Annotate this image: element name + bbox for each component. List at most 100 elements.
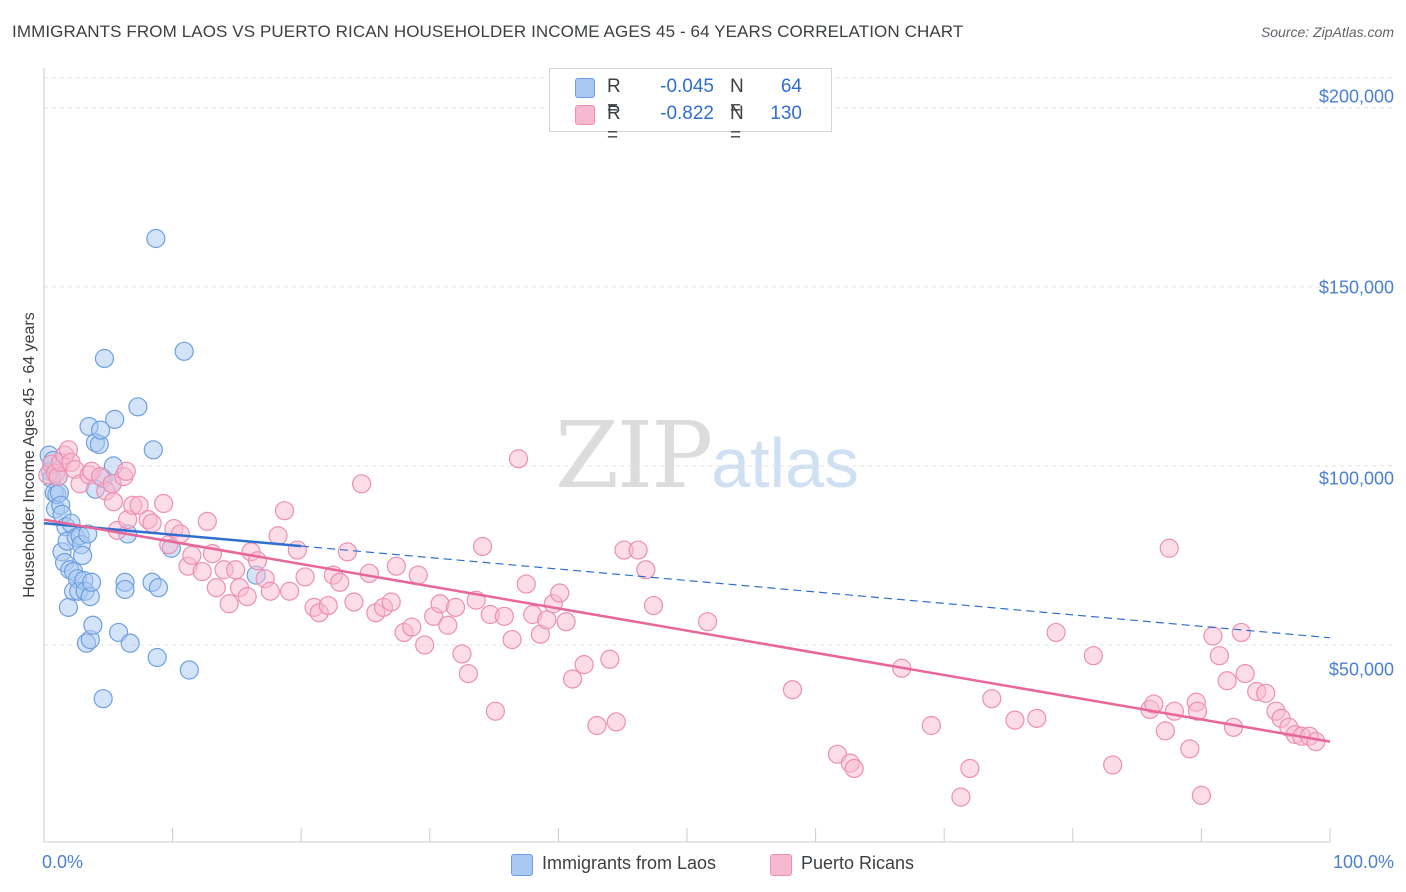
puerto-rican-point	[1180, 739, 1200, 759]
puerto-rican-point	[1187, 701, 1208, 721]
laos-point	[90, 420, 111, 440]
puerto-rican-point	[274, 501, 295, 521]
puerto-rican-point	[606, 712, 626, 732]
puerto-rican-point	[556, 612, 576, 632]
puerto-rican-point	[982, 689, 1002, 709]
laos-point	[146, 228, 166, 249]
puerto-rican-point	[330, 572, 350, 592]
y-tick-50000: $50,000	[1328, 659, 1394, 680]
puerto-rican-point	[1005, 710, 1025, 730]
n-label: N =	[730, 76, 744, 119]
n-label: N =	[730, 103, 744, 146]
puerto-rican-point	[318, 595, 338, 616]
laos-point	[93, 689, 113, 709]
puerto-rican-point	[415, 635, 435, 655]
puerto-rican-point	[1256, 683, 1276, 703]
puerto-rican-point	[1164, 701, 1184, 721]
puerto-rican-point	[1144, 694, 1164, 714]
puerto-rican-point	[494, 606, 514, 626]
watermark: ZIPatlas	[555, 402, 859, 509]
y-tick-100000: $100,000	[1318, 468, 1394, 489]
puerto-rican-point	[1159, 538, 1179, 558]
puerto-rican-point	[402, 617, 422, 637]
laos-point	[179, 660, 199, 680]
puerto-rican-point	[921, 715, 941, 736]
puerto-rican-point	[1191, 785, 1212, 805]
stats-box: R = -0.045 N = 64 R = -0.822 N = 130	[549, 68, 832, 146]
puerto-rican-point	[386, 556, 406, 576]
puerto-rican-point	[485, 701, 505, 721]
puerto-rican-point	[182, 545, 202, 566]
series-puerto-ricans	[38, 440, 1326, 807]
puerto-rican-point	[116, 461, 136, 481]
puerto-rican-point	[782, 680, 803, 700]
series-laos	[39, 228, 266, 709]
r-value: -0.045	[660, 76, 714, 97]
puerto-rican-point	[574, 655, 594, 675]
puerto-rican-point	[287, 540, 307, 560]
puerto-rican-point	[600, 649, 620, 669]
puerto-rican-point	[438, 615, 458, 635]
puerto-rican-point	[550, 583, 570, 603]
laos-point	[128, 397, 148, 417]
puerto-rican-point	[219, 594, 239, 614]
laos-point	[147, 647, 167, 668]
puerto-rican-point	[636, 560, 656, 580]
puerto-rican-point	[951, 787, 971, 807]
laos-point	[105, 409, 125, 429]
puerto-rican-point	[472, 536, 493, 557]
puerto-rican-point	[1235, 663, 1255, 684]
puerto-rican-point	[1027, 708, 1047, 728]
laos-point	[115, 579, 135, 600]
puerto-rican-point	[359, 563, 379, 583]
puerto-rican-point	[1217, 671, 1237, 691]
laos-point	[148, 578, 169, 598]
puerto-rican-point	[1306, 732, 1326, 752]
puerto-rican-point	[206, 578, 226, 598]
puerto-rican-point	[103, 492, 124, 512]
chart-title: IMMIGRANTS FROM LAOS VS PUERTO RICAN HOU…	[12, 22, 964, 41]
laos-point	[94, 348, 115, 369]
x-axis	[43, 68, 1331, 843]
puerto-rican-point	[192, 561, 212, 582]
puerto-rican-point	[1046, 622, 1066, 643]
puerto-rican-point	[516, 574, 536, 594]
puerto-rican-point	[502, 629, 522, 650]
laos-point	[143, 440, 163, 460]
legend-swatch-laos	[511, 854, 533, 876]
puerto-rican-point	[237, 587, 257, 607]
laos-point	[72, 545, 93, 566]
puerto-rican-point	[142, 513, 162, 533]
puerto-rican-point	[153, 493, 174, 514]
laos-swatch	[575, 78, 595, 98]
laos-point	[78, 524, 98, 544]
puerto-rican-point	[197, 511, 217, 532]
puerto-rican-point	[587, 715, 607, 736]
laos-point	[83, 615, 103, 635]
puerto-rican-point	[643, 595, 664, 616]
puerto-rican-point	[1203, 626, 1223, 646]
puerto-rican-point	[295, 567, 315, 587]
puerto-rican-point	[352, 474, 372, 494]
puerto-rican-point	[697, 612, 718, 632]
puerto-rican-point	[562, 669, 583, 689]
r-label: R =	[607, 76, 621, 119]
puerto-rican-point	[268, 526, 288, 546]
puerto-rican-point	[226, 560, 246, 580]
y-tick-150000: $150,000	[1318, 277, 1394, 298]
legend-label-laos: Immigrants from Laos	[542, 853, 717, 873]
puerto-rican-point	[537, 610, 557, 630]
x-tick-min: 0.0%	[42, 852, 84, 872]
legend-swatch-puerto-ricans	[770, 854, 792, 876]
laos-trend-line-dashed	[301, 545, 1331, 639]
puerto-rican-point	[260, 581, 280, 601]
laos-point	[81, 572, 102, 592]
y-axis-label: Householder Income Ages 45 - 64 years	[21, 312, 38, 598]
puerto-rican-point	[1231, 622, 1251, 643]
legend-label-puerto-ricans: Puerto Ricans	[801, 853, 915, 873]
r-value: -0.822	[660, 103, 714, 124]
puerto-rican-point	[1209, 646, 1230, 666]
puerto-rican-point	[445, 597, 466, 617]
puerto-rican-point	[129, 495, 149, 515]
